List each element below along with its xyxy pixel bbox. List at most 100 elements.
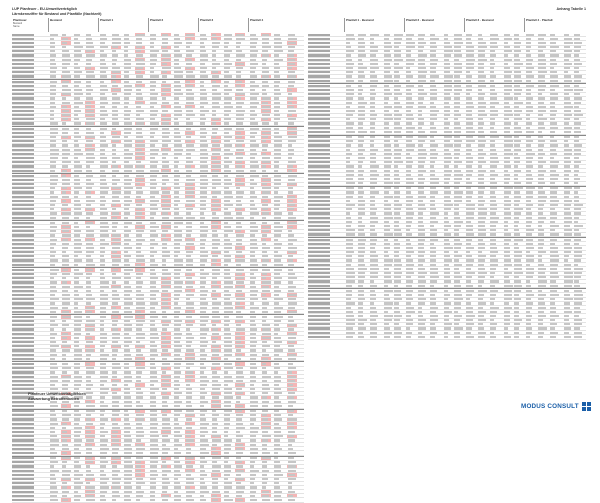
cell-placeholder xyxy=(550,71,557,74)
row-label-placeholder xyxy=(12,396,34,399)
cell-placeholder xyxy=(504,242,509,245)
cell-placeholder xyxy=(50,251,56,254)
cell-placeholder xyxy=(550,62,557,65)
cell-placeholder xyxy=(212,212,216,215)
cell-placeholder xyxy=(50,461,58,464)
cell-placeholder xyxy=(370,284,377,287)
cell-placeholder xyxy=(186,131,192,134)
cell-placeholder xyxy=(394,79,399,82)
cell-placeholder xyxy=(62,67,67,70)
table-row xyxy=(12,135,304,140)
cell-placeholder xyxy=(112,242,121,245)
cell-placeholder xyxy=(136,310,141,313)
cell-placeholder xyxy=(174,332,182,335)
cell-placeholder xyxy=(174,97,179,100)
cell-placeholder xyxy=(564,88,573,92)
cell-placeholder xyxy=(136,273,143,276)
cell-placeholder xyxy=(124,144,132,147)
cell-placeholder xyxy=(186,379,191,382)
cell-placeholder xyxy=(288,122,294,125)
cell-placeholder xyxy=(454,109,459,113)
cell-placeholder xyxy=(478,93,485,96)
cell-placeholder xyxy=(86,473,94,476)
cell-placeholder xyxy=(136,144,145,147)
cell-placeholder xyxy=(250,46,256,49)
cell-placeholder xyxy=(526,101,531,104)
cell-placeholder xyxy=(564,195,569,198)
cell-placeholder xyxy=(136,131,142,134)
cell-placeholder xyxy=(174,165,178,168)
cell-placeholder xyxy=(174,435,182,438)
cell-placeholder xyxy=(538,46,546,49)
cell-placeholder xyxy=(288,447,293,450)
cell-placeholder xyxy=(62,289,68,292)
cell-placeholder xyxy=(418,144,423,147)
row-label-placeholder xyxy=(12,285,34,288)
cell-placeholder xyxy=(444,37,448,40)
cell-placeholder xyxy=(236,306,243,309)
cell-placeholder xyxy=(174,328,180,331)
cell-placeholder xyxy=(150,461,158,464)
cell-placeholder xyxy=(370,276,378,279)
cell-placeholder xyxy=(162,80,166,83)
cell-placeholder xyxy=(574,161,581,164)
cell-placeholder xyxy=(478,293,484,297)
cell-placeholder xyxy=(186,93,194,96)
cell-placeholder xyxy=(224,54,230,57)
table-row xyxy=(308,272,586,276)
cell-placeholder xyxy=(370,84,377,87)
cell-placeholder xyxy=(478,58,487,61)
cell-placeholder xyxy=(224,486,232,489)
cell-placeholder xyxy=(200,246,205,250)
cell-placeholder xyxy=(224,156,229,160)
cell-placeholder xyxy=(174,71,183,74)
cell-placeholder xyxy=(200,46,205,49)
cell-placeholder xyxy=(538,177,544,181)
cell-placeholder xyxy=(212,375,220,378)
cell-placeholder xyxy=(466,204,475,207)
cell-placeholder xyxy=(150,174,157,177)
table-row xyxy=(12,400,304,405)
cell-placeholder xyxy=(274,54,279,57)
cell-placeholder xyxy=(514,191,520,194)
cell-placeholder xyxy=(538,122,544,125)
cell-placeholder xyxy=(288,156,292,160)
cell-placeholder xyxy=(444,93,450,96)
table-row xyxy=(308,331,586,336)
cell-placeholder xyxy=(490,109,498,113)
cell-placeholder xyxy=(454,331,460,334)
cell-placeholder xyxy=(200,375,207,378)
cell-placeholder xyxy=(430,229,437,232)
cell-placeholder xyxy=(262,447,267,450)
cell-placeholder xyxy=(358,246,365,250)
cell-placeholder xyxy=(212,324,216,327)
cell-placeholder xyxy=(50,341,56,344)
cell-placeholder xyxy=(174,33,179,36)
cell-placeholder xyxy=(236,498,243,502)
cell-placeholder xyxy=(288,306,295,309)
cell-placeholder xyxy=(250,67,256,70)
cell-placeholder xyxy=(346,144,351,147)
row-label-placeholder xyxy=(12,242,34,245)
cell-placeholder xyxy=(86,195,91,198)
cell-placeholder xyxy=(212,473,218,476)
cell-placeholder xyxy=(186,191,194,194)
cell-placeholder xyxy=(384,165,391,168)
cell-placeholder xyxy=(136,293,144,297)
cell-placeholder xyxy=(150,281,156,284)
row-label-placeholder xyxy=(308,319,330,322)
cell-placeholder xyxy=(288,187,293,190)
cell-placeholder xyxy=(262,212,269,215)
cell-placeholder xyxy=(454,191,463,194)
cell-placeholder xyxy=(454,33,462,36)
highlight-cell xyxy=(161,332,171,336)
cell-placeholder xyxy=(406,109,411,113)
cell-placeholder xyxy=(504,331,508,334)
cell-placeholder xyxy=(124,242,129,245)
cell-placeholder xyxy=(478,165,482,168)
cell-placeholder xyxy=(112,144,116,147)
cell-placeholder xyxy=(236,465,243,468)
cell-placeholder xyxy=(74,234,80,237)
cell-placeholder xyxy=(124,345,129,348)
cell-placeholder xyxy=(212,486,218,489)
